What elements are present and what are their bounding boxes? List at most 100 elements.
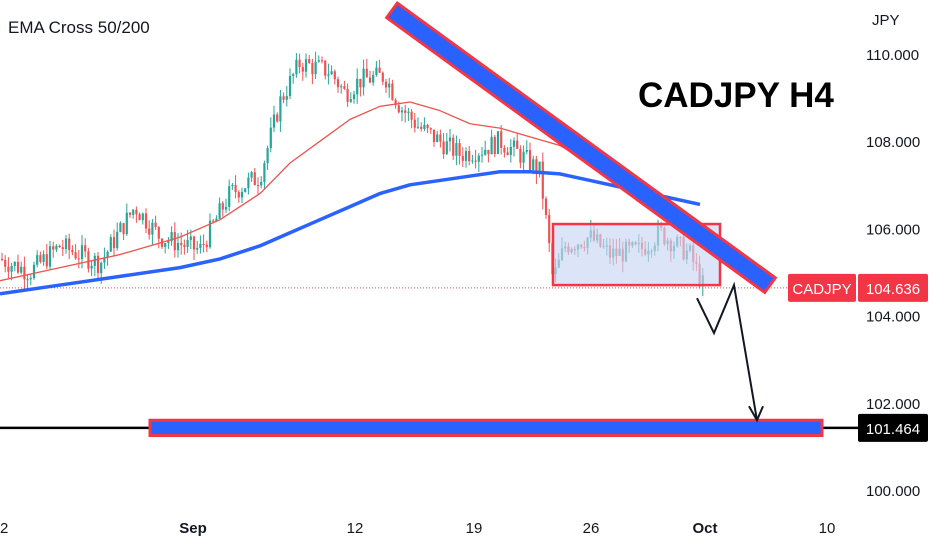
candle-body	[349, 99, 352, 102]
candle-body	[263, 163, 266, 182]
candle-body	[330, 71, 333, 75]
candle-body	[391, 83, 394, 100]
candle-body	[112, 237, 116, 249]
candle-body	[228, 186, 231, 207]
candle-body	[256, 185, 260, 187]
candle-body	[484, 149, 487, 155]
candle-body	[343, 86, 346, 89]
candle-body	[320, 60, 324, 62]
candle-body	[512, 140, 516, 147]
candle-body	[410, 111, 413, 120]
candle-body	[375, 67, 378, 76]
candle-body	[522, 151, 525, 163]
candle-body	[202, 243, 205, 245]
candle-body	[269, 127, 272, 149]
candle-body	[180, 243, 183, 245]
candle-body	[461, 155, 464, 161]
candle-body	[128, 212, 132, 215]
candle-body	[52, 246, 55, 250]
candle-body	[500, 131, 503, 148]
candle-body	[125, 212, 128, 235]
candle-body	[77, 258, 80, 260]
candle-body	[48, 246, 52, 267]
candle-body	[247, 177, 250, 189]
candle-body	[196, 248, 199, 250]
candle-body	[0, 258, 4, 261]
candle-body	[16, 261, 20, 273]
projection-path[interactable]	[696, 281, 764, 423]
candle-body	[352, 94, 356, 100]
candle-body	[167, 241, 170, 244]
target-price-tag	[858, 413, 928, 442]
time-axis[interactable]: 22 Sep 12 19 26 Oct 10	[0, 520, 835, 537]
x-tick-label: 22	[0, 520, 8, 537]
candle-body	[464, 151, 468, 161]
candle-body	[61, 247, 64, 249]
candle-body	[148, 228, 151, 235]
target-price-value: 101.464	[866, 421, 920, 438]
candle-body	[122, 223, 125, 235]
candle-body	[420, 126, 423, 129]
candle-body	[10, 265, 13, 272]
candle-body	[448, 137, 452, 142]
candle-body	[100, 262, 103, 274]
target-zone-rect	[148, 418, 824, 437]
candle-body	[279, 96, 282, 122]
trendline[interactable]	[384, 1, 778, 295]
ema-200-line	[0, 169, 701, 296]
target-zone[interactable]	[148, 418, 824, 437]
candle-body	[327, 74, 330, 76]
candle-body	[452, 137, 455, 156]
last-price-tag	[858, 273, 928, 302]
price-axis[interactable]: 110.000 108.000 106.000 104.000 102.000 100.0…	[866, 47, 920, 500]
candle-body	[404, 110, 407, 113]
candle-body	[240, 191, 244, 198]
candle-body	[132, 209, 135, 215]
candle-body	[266, 148, 269, 164]
candle-body	[231, 184, 234, 187]
indicator-label: EMA Cross 50/200	[8, 18, 150, 37]
candle-body	[13, 261, 16, 266]
candle-body	[36, 255, 39, 265]
candle-body	[346, 88, 349, 102]
candle-body	[458, 143, 461, 156]
candle-body	[301, 67, 304, 72]
candle-body	[304, 59, 308, 72]
candle-body	[487, 149, 490, 155]
candle-body	[151, 222, 154, 235]
candle-body	[548, 215, 551, 244]
candle-body	[538, 161, 541, 175]
candle-body	[205, 244, 208, 248]
symbol-tag-text: CADJPY	[792, 281, 851, 298]
candle-body	[285, 96, 288, 100]
candle-body	[541, 161, 544, 199]
candle-body	[429, 128, 432, 130]
candle-body	[42, 254, 45, 262]
candle-body	[106, 251, 109, 258]
candle-body	[29, 278, 32, 280]
candle-body	[90, 265, 93, 269]
candle-body	[32, 264, 36, 279]
candle-body	[93, 255, 96, 266]
candle-body	[432, 129, 436, 142]
candle-body	[436, 134, 439, 142]
candle-body	[503, 147, 506, 153]
candle-body	[4, 260, 7, 267]
candle-body	[474, 160, 477, 162]
candle-body	[493, 136, 496, 154]
candle-body	[237, 192, 240, 198]
candle-body	[183, 244, 186, 247]
candle-body	[215, 218, 218, 222]
candle-body	[506, 152, 509, 156]
candle-body	[208, 220, 212, 248]
candle-body	[74, 252, 77, 259]
candle-body	[314, 61, 317, 75]
candle-body	[509, 146, 512, 156]
x-tick-label: Sep	[179, 520, 207, 537]
candle-body	[68, 238, 71, 250]
candle-body	[381, 72, 384, 82]
candle-body	[544, 198, 548, 216]
x-tick-label: Oct	[692, 520, 717, 537]
candle-body	[480, 154, 484, 156]
